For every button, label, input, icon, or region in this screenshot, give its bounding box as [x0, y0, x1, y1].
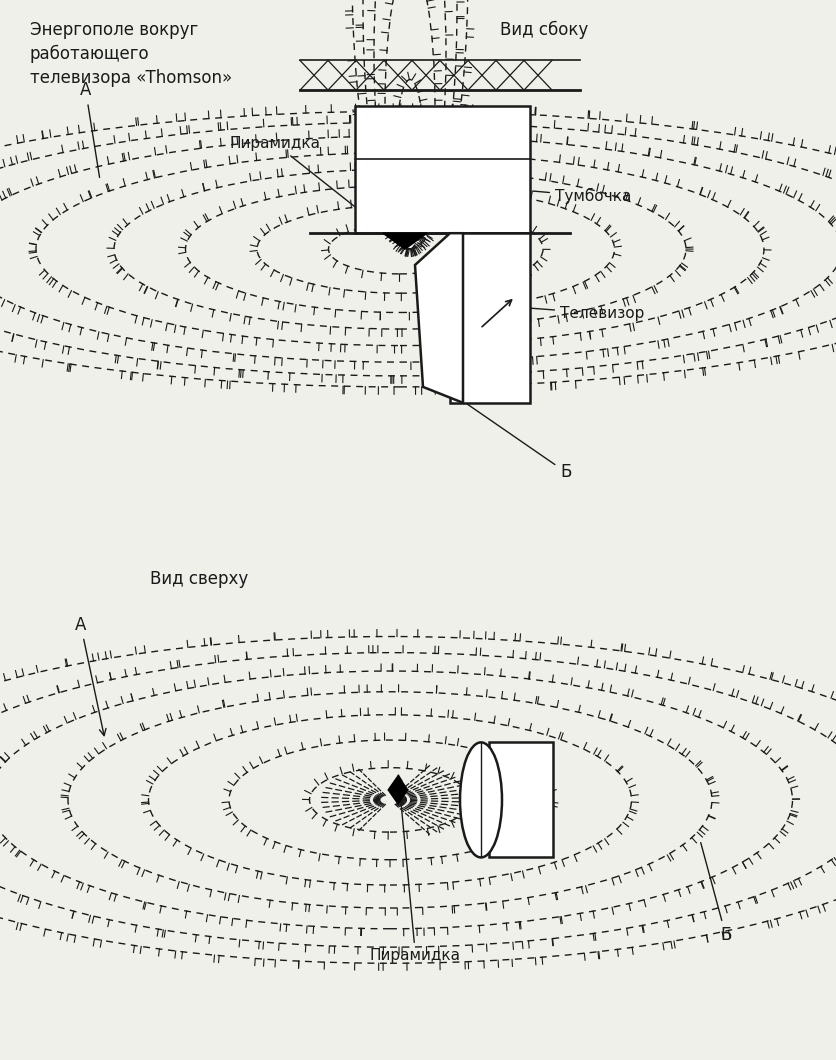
Polygon shape [415, 233, 462, 403]
Text: Б: Б [700, 843, 731, 944]
Text: А: А [75, 616, 106, 736]
Text: Тумбочка: Тумбочка [533, 189, 630, 205]
Polygon shape [388, 776, 407, 803]
Text: Пирамидка: Пирамидка [230, 137, 391, 235]
Text: Б: Б [453, 394, 571, 481]
Text: А: А [80, 82, 99, 177]
Text: Телевизор: Телевизор [522, 306, 644, 321]
Bar [354, 106, 529, 233]
Polygon shape [383, 233, 426, 249]
Ellipse shape [460, 742, 502, 858]
Text: Энергополе вокруг
работающего
телевизора «Thomson»: Энергополе вокруг работающего телевизора… [30, 21, 232, 87]
Text: Вид сбоку: Вид сбоку [499, 21, 588, 39]
Text: Вид сверху: Вид сверху [150, 570, 248, 588]
Bar [450, 233, 529, 403]
Text: Пирамидка: Пирамидка [370, 775, 461, 962]
Bar [488, 742, 552, 856]
